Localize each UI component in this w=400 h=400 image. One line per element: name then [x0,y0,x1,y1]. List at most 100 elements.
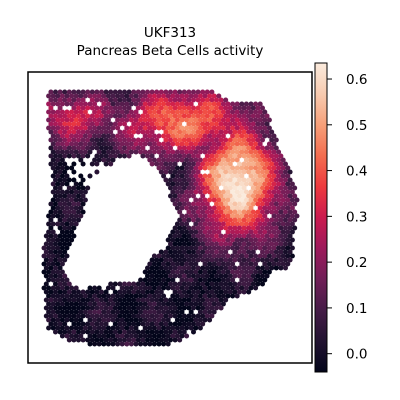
spot [53,169,58,175]
spot [62,137,68,143]
spot [195,169,201,175]
spot [250,105,256,111]
spot [200,233,206,239]
spot [227,201,233,207]
spot [257,149,263,155]
spot [202,189,208,195]
spot [131,321,137,327]
spot [103,113,109,119]
spot [260,265,265,271]
spot [80,313,86,319]
spot [285,189,291,195]
spot [241,289,247,295]
spot [135,97,141,103]
spot [108,161,114,167]
spot [99,105,104,111]
spot [216,93,222,99]
spot [43,241,49,247]
spot [218,105,224,111]
spot [89,105,95,111]
spot [165,181,171,187]
spot [232,169,238,175]
spot [119,109,125,115]
spot [110,309,116,315]
spot [142,269,148,275]
spot [62,249,68,255]
spot [269,241,275,247]
spot [181,193,187,199]
spot [76,289,81,295]
spot [269,201,275,207]
spot [115,117,121,123]
spot [234,189,240,195]
spot [262,197,268,203]
spot [53,281,58,287]
spot [128,93,134,99]
spot [147,293,153,299]
spot [197,197,203,203]
spot [89,289,95,295]
spot [188,309,194,315]
spot [101,93,107,99]
spot [76,305,81,311]
spot [280,197,286,203]
spot [292,217,298,223]
spot [211,237,217,243]
spot [220,189,226,195]
spot [46,117,52,123]
spot [214,265,219,271]
spot [273,233,279,239]
spot [94,89,100,95]
spot [218,217,224,223]
spot [177,177,183,183]
spot [172,225,178,231]
spot [156,109,162,115]
spot [174,149,180,155]
spot [181,257,187,263]
spot [273,201,279,207]
spot [260,273,265,279]
spot [69,109,75,115]
spot [66,185,72,191]
spot [174,173,180,179]
spot [264,121,270,127]
spot [76,121,81,127]
spot [89,321,95,327]
spot [161,101,167,107]
spot [76,97,81,103]
spot [103,105,109,111]
spot [154,297,160,303]
spot [55,157,61,163]
spot [255,161,261,167]
spot [287,193,293,199]
spot [119,309,125,315]
spot [165,93,171,99]
spot [71,161,77,167]
spot [46,325,52,331]
spot [253,165,259,171]
spot [53,113,58,119]
spot [48,161,54,167]
spot [89,89,95,95]
spot [62,289,68,295]
spot [101,109,107,115]
spot [87,333,93,339]
spot [197,229,203,235]
spot [243,221,249,227]
spot [191,313,196,319]
spot [283,265,288,271]
spot [255,137,261,143]
spot [243,117,249,123]
spot [85,105,91,111]
spot [110,301,116,307]
spot [209,289,215,295]
spot [62,297,68,303]
spot [50,309,56,315]
spot [73,301,79,307]
spot [170,277,176,283]
spot [197,253,203,259]
spot [207,173,213,179]
spot [230,285,236,291]
spot [124,341,130,347]
spot [128,301,134,307]
